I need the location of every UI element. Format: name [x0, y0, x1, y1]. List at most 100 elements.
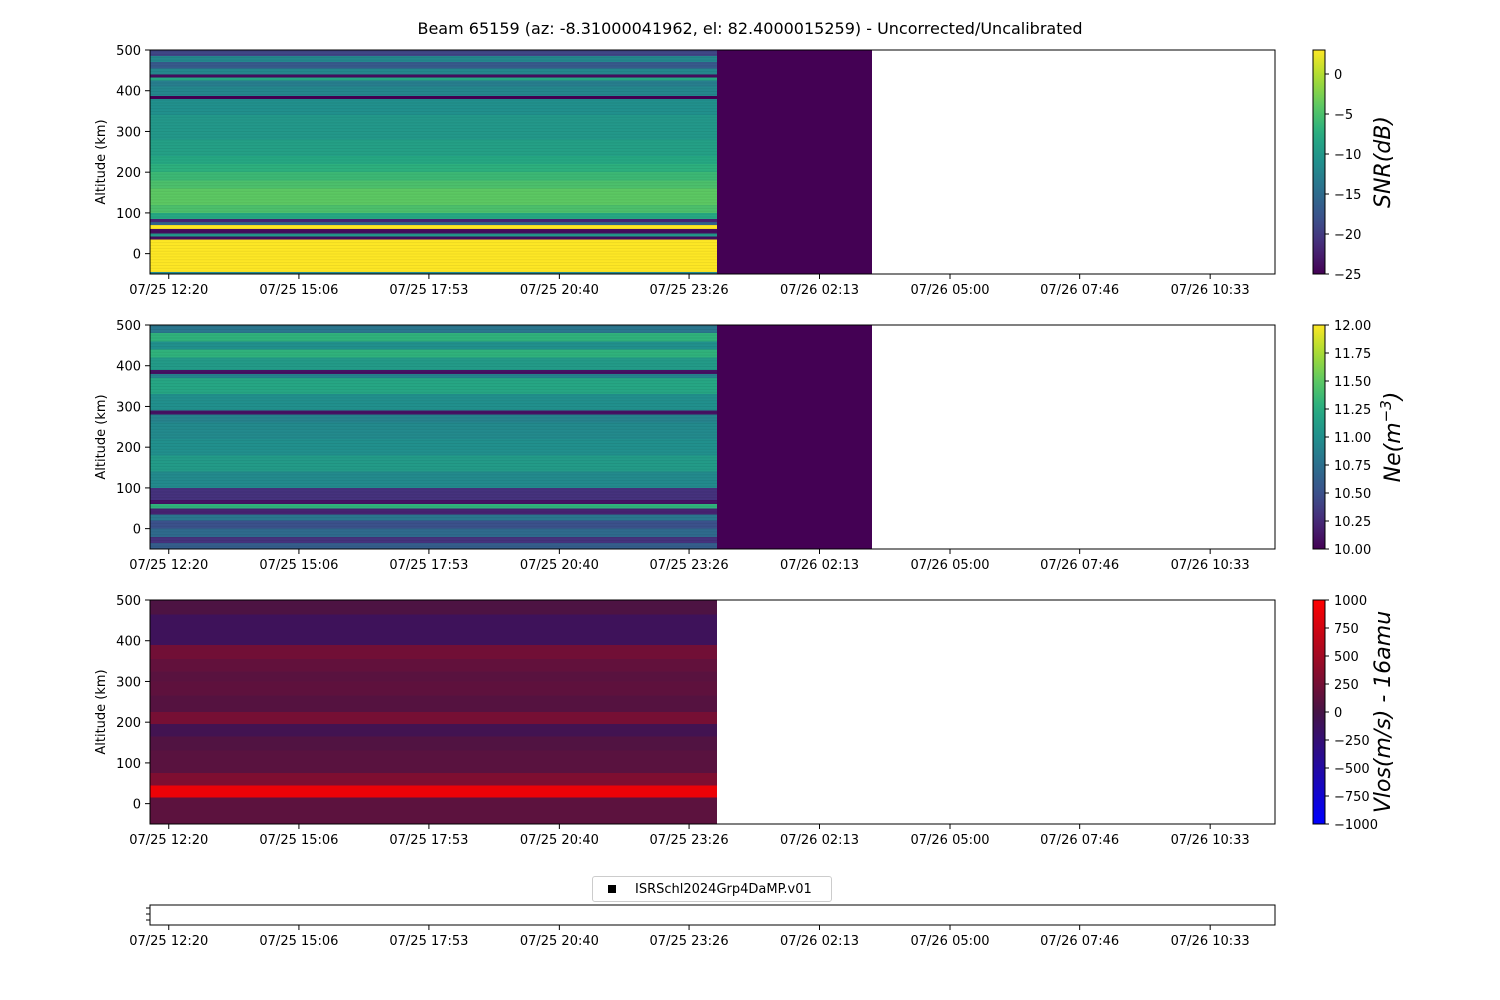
heatmap-band-3-1 — [150, 785, 718, 798]
heatmap-band-1-6 — [150, 221, 718, 226]
colorbar-tick-label-1-1: −5 — [1334, 108, 1353, 123]
panel-1: 0 100 200 300 400 500 Altitude (km) 07/25 12:20… — [94, 44, 1396, 298]
heatmap-band-2-8 — [150, 487, 718, 501]
heatmap-band-2-13 — [150, 414, 718, 423]
colorbar-tick-label-3-8: −1000 — [1334, 818, 1378, 833]
x-tick-label-1-0: 07/25 12:20 — [129, 283, 208, 298]
heatmap-band-1-5 — [150, 225, 718, 230]
heatmap-band-1-31 — [150, 50, 718, 57]
heatmap-band-3-10 — [150, 659, 718, 672]
legend-label: ISRSchl2024Grp4DaMP.v01 — [635, 881, 812, 897]
y-axis-label-1: Altitude (km) — [94, 119, 109, 204]
x-tick-label-2-2: 07/25 17:53 — [389, 558, 468, 573]
x-tick-label-2-7: 07/26 07:46 — [1040, 558, 1119, 573]
panel-3: 0 100 200 300 400 500 Altitude (km) 07/25 12:20… — [94, 594, 1396, 848]
heatmap-band-2-19 — [150, 357, 718, 370]
heatmap-band-2-18 — [150, 369, 718, 374]
heatmap-band-1-2 — [150, 236, 718, 240]
x-tick-label-3-7: 07/26 07:46 — [1040, 833, 1119, 848]
y-tick-label-3-3: 300 — [116, 675, 141, 690]
heatmap-fill-block-2 — [717, 325, 872, 549]
heatmap-band-1-9 — [150, 204, 718, 213]
y-tick-label-1-1: 100 — [116, 207, 141, 222]
heatmap-band-3-5 — [150, 724, 718, 737]
heatmap-fill-block-1 — [717, 50, 872, 274]
heatmap-band-3-0 — [150, 797, 718, 824]
x-tick-label-3-3: 07/25 20:40 — [520, 833, 599, 848]
heatmap-band-1-30 — [150, 56, 718, 63]
x-tick-label-3-8: 07/26 10:33 — [1171, 833, 1250, 848]
heatmap-band-3-7 — [150, 695, 718, 712]
axes-frame-2 — [149, 324, 1276, 550]
legend-marker-icon — [608, 885, 616, 893]
heatmap-band-1-21 — [150, 107, 718, 116]
heatmap-band-1-19 — [150, 123, 718, 132]
colorbar-label-3: Vlos(m/s) - 16amu — [1371, 611, 1396, 813]
x-tick-label-bottom-0: 07/25 12:20 — [129, 934, 208, 949]
x-tick-label-3-4: 07/25 23:26 — [650, 833, 729, 848]
heatmap-band-1-14 — [150, 164, 718, 173]
y-tick-label-3-2: 200 — [116, 716, 141, 731]
heatmap-band-1-4 — [150, 229, 718, 234]
heatmap-band-1-20 — [150, 115, 718, 124]
x-tick-label-bottom-6: 07/26 05:00 — [910, 934, 989, 949]
heatmap-band-2-22 — [150, 333, 718, 342]
colorbar-1 — [1312, 49, 1326, 275]
x-tick-label-2-5: 07/26 02:13 — [780, 558, 859, 573]
bottom-axes-frame — [149, 904, 1276, 926]
heatmap-band-3-11 — [150, 644, 718, 660]
x-tick-label-3-0: 07/25 12:20 — [129, 833, 208, 848]
x-tick-label-1-4: 07/25 23:26 — [650, 283, 729, 298]
y-tick-label-3-1: 100 — [116, 757, 141, 772]
x-tick-label-bottom-3: 07/25 20:40 — [520, 934, 599, 949]
heatmap-band-1-26 — [150, 77, 718, 81]
y-axis-label-2: Altitude (km) — [94, 394, 109, 479]
axes-frame-3 — [149, 599, 1276, 825]
heatmap-band-1-24 — [150, 86, 718, 97]
colorbar-tick-label-3-1: 750 — [1334, 622, 1359, 637]
colorbar-tick-label-1-5: −25 — [1334, 268, 1361, 283]
y-tick-label-2-2: 200 — [116, 441, 141, 456]
heatmap-band-2-10 — [150, 455, 718, 472]
x-tick-label-1-8: 07/26 10:33 — [1171, 283, 1250, 298]
x-tick-label-2-4: 07/25 23:26 — [650, 558, 729, 573]
colorbar-label-1: SNR(dB) — [1371, 116, 1396, 208]
colorbar-3 — [1312, 599, 1326, 825]
heatmap-band-2-23 — [150, 325, 718, 334]
colorbar-tick-label-2-7: 10.25 — [1334, 515, 1371, 530]
heatmap-band-2-9 — [150, 471, 718, 488]
heatmap-band-1-27 — [150, 74, 718, 78]
heatmap-band-1-18 — [150, 131, 718, 140]
heatmap-band-1-1 — [150, 239, 718, 272]
x-tick-label-1-6: 07/26 05:00 — [910, 283, 989, 298]
x-tick-label-bottom-4: 07/25 23:26 — [650, 934, 729, 949]
colorbar-tick-label-3-4: 0 — [1334, 706, 1342, 721]
heatmap-band-2-3 — [150, 520, 718, 529]
heatmap-band-1-29 — [150, 62, 718, 69]
colorbar-tick-label-3-6: −500 — [1334, 762, 1370, 777]
colorbar-tick-label-2-0: 12.00 — [1334, 319, 1371, 334]
heatmap-band-1-25 — [150, 80, 718, 87]
heatmap-band-1-28 — [150, 68, 718, 75]
colorbar-tick-label-3-5: −250 — [1334, 734, 1370, 749]
heatmap-band-1-11 — [150, 188, 718, 197]
y-axis-label-3: Altitude (km) — [94, 669, 109, 754]
heatmap-band-2-6 — [150, 504, 718, 509]
colorbar-tick-label-2-8: 10.00 — [1334, 543, 1371, 558]
heatmap-band-2-0 — [150, 542, 718, 549]
heatmap-band-3-4 — [150, 736, 718, 751]
x-tick-label-1-3: 07/25 20:40 — [520, 283, 599, 298]
colorbar-tick-label-2-1: 11.75 — [1334, 347, 1371, 362]
colorbar-tick-label-1-3: −15 — [1334, 188, 1361, 203]
heatmap-band-1-23 — [150, 96, 718, 99]
figure-title: Beam 65159 (az: -8.31000041962, el: 82.4… — [417, 19, 1082, 38]
x-tick-label-2-8: 07/26 10:33 — [1171, 558, 1250, 573]
x-tick-label-3-1: 07/25 15:06 — [259, 833, 338, 848]
x-tick-label-3-5: 07/26 02:13 — [780, 833, 859, 848]
colorbar-tick-label-3-7: −750 — [1334, 790, 1370, 805]
colorbar-tick-label-1-0: 0 — [1334, 68, 1342, 83]
colorbar-tick-label-1-2: −10 — [1334, 148, 1361, 163]
heatmap-band-2-14 — [150, 410, 718, 415]
y-tick-label-3-0: 0 — [133, 798, 141, 813]
